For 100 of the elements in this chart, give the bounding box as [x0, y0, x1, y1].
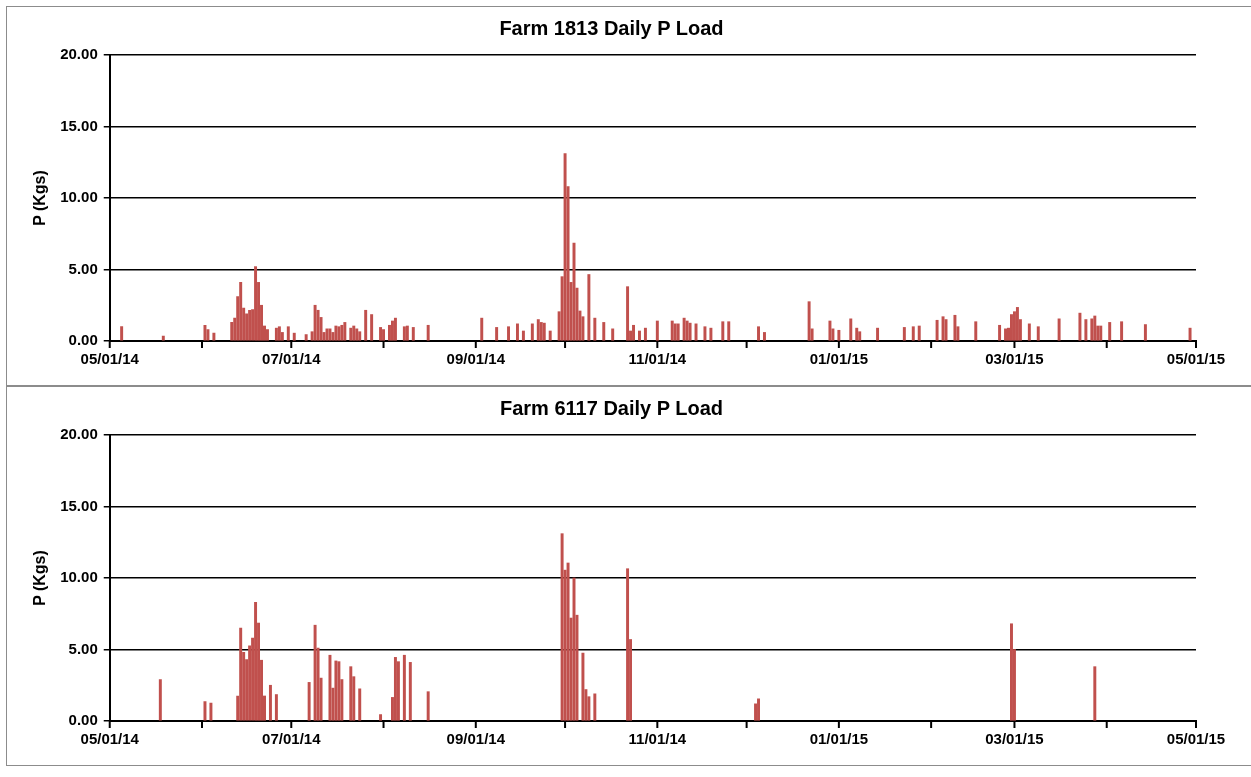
bar: [1010, 623, 1013, 721]
bar: [1099, 325, 1103, 341]
bar: [313, 304, 317, 341]
chart-title: Farm 6117 Daily P Load: [499, 396, 724, 419]
bar: [536, 319, 540, 341]
bar: [203, 324, 207, 341]
bar: [643, 327, 647, 341]
bar: [563, 153, 567, 341]
x-tick-label: 11/01/14: [628, 350, 687, 368]
x-tick-label: 05/01/15: [1166, 730, 1226, 748]
x-tick-label: 03/01/15: [985, 730, 1044, 748]
bar: [337, 326, 341, 341]
bar: [1027, 323, 1031, 341]
bar: [727, 321, 731, 341]
bar: [405, 325, 409, 341]
bar: [807, 301, 811, 341]
bar: [638, 330, 641, 341]
bar: [364, 309, 368, 341]
bar: [754, 703, 758, 721]
bar: [161, 335, 165, 341]
bar: [515, 323, 519, 341]
y-tick-label: 5.00: [68, 259, 98, 277]
bar: [682, 317, 686, 341]
bar: [685, 320, 689, 341]
bar: [286, 326, 290, 341]
x-tick-label: 01/01/15: [809, 730, 869, 748]
x-tick-label: 09/01/14: [446, 730, 506, 748]
bar: [1004, 328, 1008, 341]
y-tick-label: 15.00: [60, 116, 98, 134]
bar: [593, 693, 597, 721]
bar: [393, 317, 397, 341]
bar: [530, 323, 534, 341]
bar: [539, 322, 543, 341]
bar: [655, 320, 659, 341]
bar: [953, 314, 957, 341]
bar: [239, 627, 243, 721]
bar: [313, 624, 317, 721]
y-tick-label: 0.00: [68, 331, 98, 349]
bar: [762, 332, 766, 341]
x-tick-label: 01/01/15: [809, 350, 869, 368]
y-axis-title: P (Kgs): [31, 170, 49, 226]
bar: [757, 326, 760, 341]
bar: [602, 322, 606, 341]
bar: [334, 325, 338, 341]
x-tick-label: 09/01/14: [446, 350, 506, 368]
bar: [355, 328, 359, 341]
bar: [837, 329, 841, 341]
x-tick-label: 03/01/15: [985, 350, 1044, 368]
bar: [521, 330, 525, 341]
bar: [670, 320, 674, 341]
bar: [254, 266, 258, 341]
bar: [328, 654, 332, 721]
bar: [566, 562, 570, 721]
bar: [876, 327, 880, 341]
chart-title: Farm 1813 Daily P Load: [499, 16, 724, 39]
bar: [390, 320, 394, 341]
bar: [917, 325, 921, 341]
bar: [396, 661, 400, 721]
bar: [277, 326, 281, 341]
bar: [209, 702, 213, 721]
bar: [307, 682, 311, 721]
bar: [411, 327, 415, 341]
bar: [274, 327, 278, 341]
bar: [626, 568, 630, 721]
y-tick-label: 20.00: [60, 45, 98, 63]
bar: [206, 329, 210, 341]
y-tick-label: 10.00: [60, 568, 98, 586]
bar: [230, 322, 234, 341]
bar: [316, 309, 320, 341]
bar: [849, 318, 853, 341]
bar: [304, 334, 308, 341]
bar: [426, 691, 430, 721]
bar: [721, 321, 725, 341]
x-tick-label: 11/01/14: [628, 730, 687, 748]
y-tick-label: 20.00: [60, 425, 98, 443]
bar: [1015, 307, 1019, 341]
bar: [1036, 326, 1040, 341]
bar: [581, 652, 585, 721]
bar: [626, 286, 630, 341]
bar: [911, 326, 915, 341]
bar: [998, 324, 1002, 341]
bar: [408, 662, 412, 721]
bar: [1093, 666, 1097, 721]
bar: [560, 533, 564, 721]
bar: [370, 314, 374, 341]
bar: [703, 326, 707, 341]
bar: [274, 694, 278, 721]
bar: [254, 601, 258, 721]
bar: [632, 324, 636, 341]
bar: [349, 327, 353, 341]
x-tick-label: 05/01/15: [1166, 350, 1226, 368]
bar: [828, 320, 832, 341]
bar: [379, 714, 383, 721]
bar: [379, 327, 383, 341]
bar: [203, 701, 207, 721]
bar: [587, 274, 591, 341]
bar: [382, 329, 386, 341]
bar: [212, 332, 216, 341]
bar: [1084, 319, 1088, 341]
bar: [673, 323, 677, 341]
